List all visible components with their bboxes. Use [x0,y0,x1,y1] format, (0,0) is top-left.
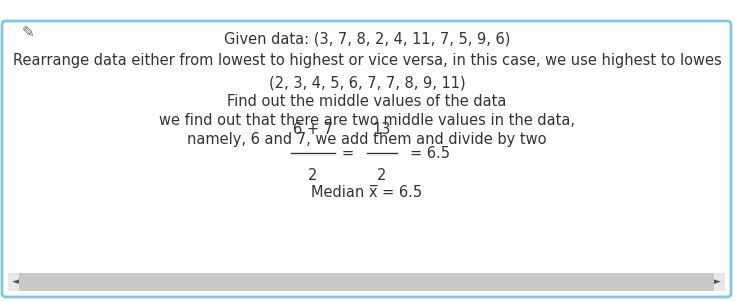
Text: ►: ► [714,278,721,287]
Text: Median x̅ = 6.5: Median x̅ = 6.5 [312,185,423,200]
Text: 13: 13 [373,122,391,137]
Text: (2, 3, 4, 5, 6, 7, 7, 8, 9, 11): (2, 3, 4, 5, 6, 7, 7, 8, 9, 11) [269,75,465,90]
Text: 2: 2 [308,168,318,183]
Text: ◄: ◄ [12,278,19,287]
Text: we find out that there are two middle values in the data,: we find out that there are two middle va… [159,113,575,128]
Text: Find out the middle values of the data: Find out the middle values of the data [227,94,506,109]
Text: 6 + 7: 6 + 7 [293,122,333,137]
Text: = 6.5: = 6.5 [410,145,450,160]
FancyBboxPatch shape [19,273,714,291]
Bar [8,273,725,291]
Text: Given data: (3, 7, 8, 2, 4, 11, 7, 5, 9, 6): Given data: (3, 7, 8, 2, 4, 11, 7, 5, 9,… [224,31,510,46]
Text: ✎: ✎ [22,25,35,40]
FancyBboxPatch shape [2,21,731,297]
Text: 2: 2 [377,168,387,183]
Text: Rearrange data either from lowest to highest or vice versa, in this case, we use: Rearrange data either from lowest to hig… [12,53,721,68]
Text: namely, 6 and 7, we add them and divide by two: namely, 6 and 7, we add them and divide … [187,132,547,147]
Text: =: = [342,145,354,160]
